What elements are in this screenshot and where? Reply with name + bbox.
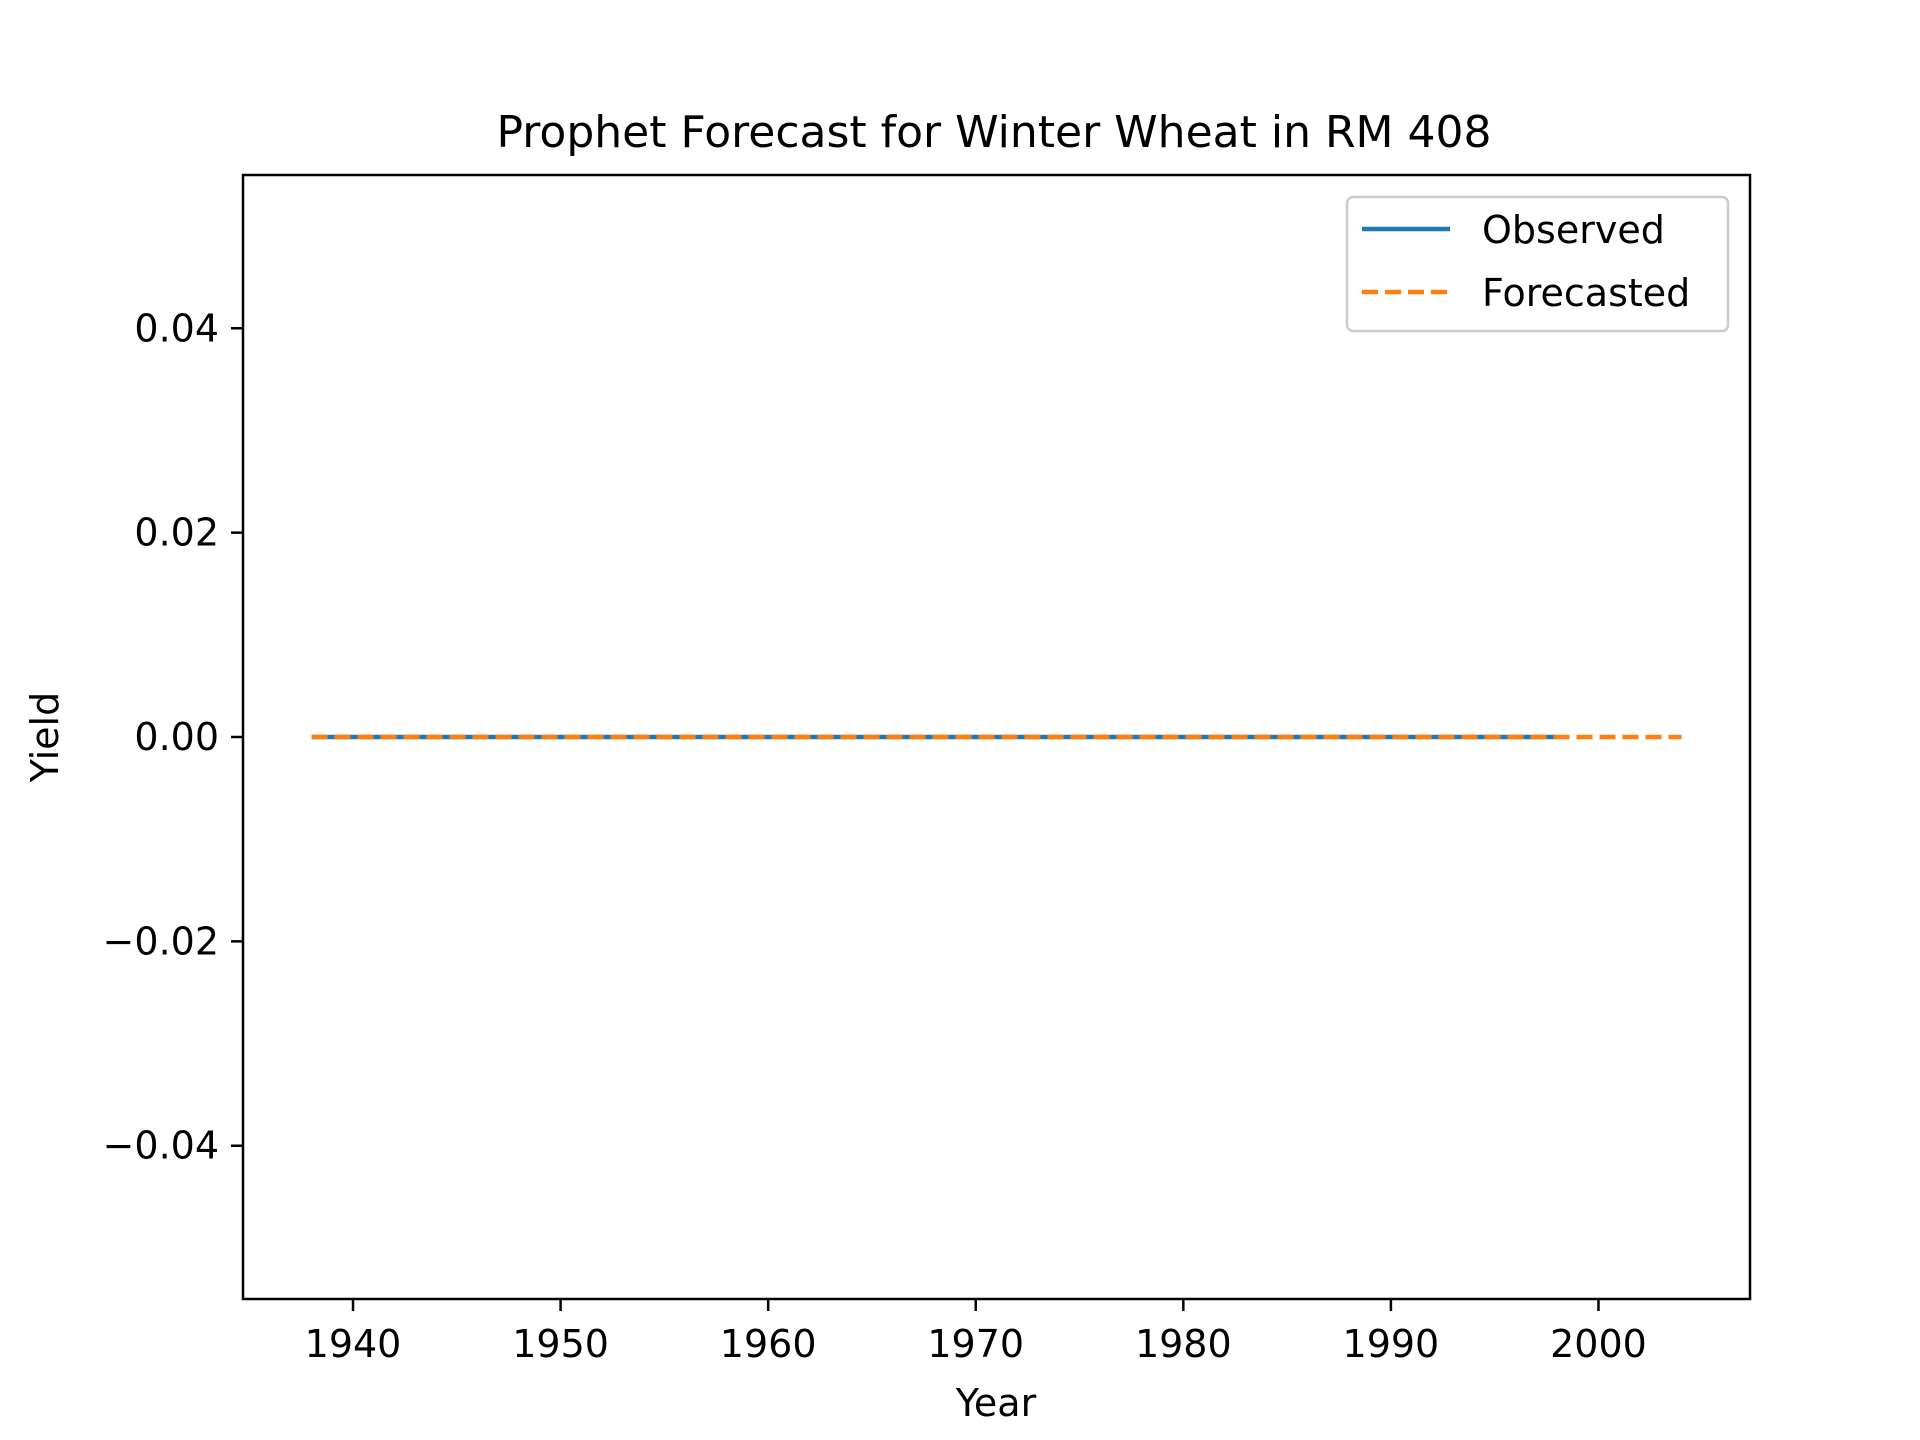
x-tick-label: 1990 [1343,1322,1440,1366]
y-axis-label: Yield [23,692,67,783]
legend-label-observed: Observed [1482,208,1665,252]
x-tick-label: 1970 [927,1322,1024,1366]
x-tick-label: 1980 [1135,1322,1232,1366]
y-tick-label: −0.02 [103,919,219,963]
legend-label-forecasted: Forecasted [1482,271,1690,315]
y-tick-label: 0.00 [134,715,219,759]
legend: Observed Forecasted [1345,195,1730,333]
y-axis: 0.04 0.02 0.00 −0.02 −0.04 [103,306,243,1168]
y-tick-label: −0.04 [103,1124,219,1168]
x-tick-label: 2000 [1550,1322,1647,1366]
y-tick-label: 0.04 [134,306,219,350]
y-tick-label: 0.02 [134,511,219,555]
chart-title: Prophet Forecast for Winter Wheat in RM … [497,107,1492,158]
x-tick-label: 1950 [512,1322,609,1366]
x-axis-label: Year [955,1381,1037,1425]
x-tick-label: 1940 [305,1322,402,1366]
x-axis: 1940 1950 1960 1970 1980 1990 2000 [305,1299,1647,1366]
x-tick-label: 1960 [720,1322,817,1366]
